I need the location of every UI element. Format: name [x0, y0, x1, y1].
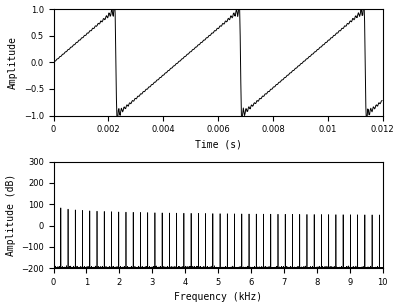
Y-axis label: Amplitude (dB): Amplitude (dB)	[6, 174, 16, 256]
X-axis label: Time (s): Time (s)	[195, 140, 242, 150]
X-axis label: Frequency (kHz): Frequency (kHz)	[174, 292, 262, 302]
Y-axis label: Amplitude: Amplitude	[8, 36, 18, 89]
